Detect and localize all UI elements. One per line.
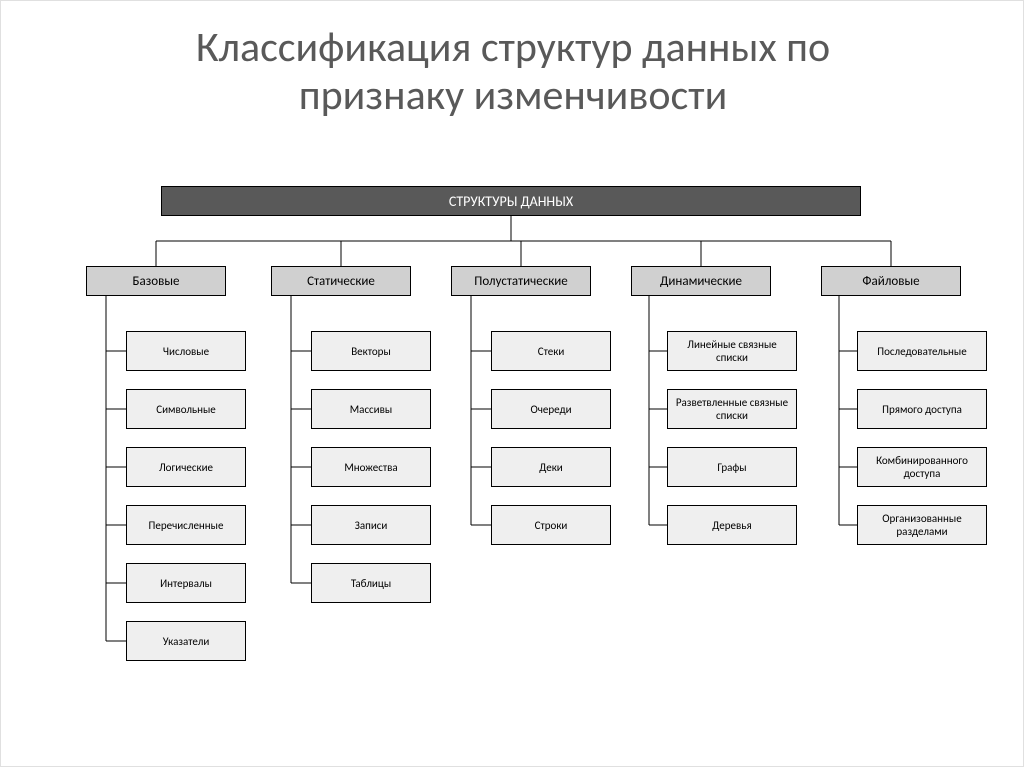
leaf-node: Деки	[491, 447, 611, 487]
leaf-node: Таблицы	[311, 563, 431, 603]
category-node: Файловые	[821, 266, 961, 296]
leaf-node: Строки	[491, 505, 611, 545]
category-node: Полустатические	[451, 266, 591, 296]
slide-title-line1: Классификация структур данных по	[1, 25, 1024, 71]
category-node: Базовые	[86, 266, 226, 296]
leaf-node: Интервалы	[126, 563, 246, 603]
category-node: Динамические	[631, 266, 771, 296]
leaf-node: Множества	[311, 447, 431, 487]
leaf-node: Организованные разделами	[857, 505, 987, 545]
leaf-node: Векторы	[311, 331, 431, 371]
leaf-node: Линейные связные списки	[667, 331, 797, 371]
leaf-node: Массивы	[311, 389, 431, 429]
leaf-node: Очереди	[491, 389, 611, 429]
leaf-node: Символьные	[126, 389, 246, 429]
leaf-node: Комбинированного доступа	[857, 447, 987, 487]
leaf-node: Последовательные	[857, 331, 987, 371]
leaf-node: Прямого доступа	[857, 389, 987, 429]
leaf-node: Стеки	[491, 331, 611, 371]
leaf-node: Логические	[126, 447, 246, 487]
root-node: СТРУКТУРЫ ДАННЫХ	[161, 186, 861, 216]
leaf-node: Перечисленные	[126, 505, 246, 545]
leaf-node: Записи	[311, 505, 431, 545]
leaf-node: Разветвленные связные списки	[667, 389, 797, 429]
category-node: Статические	[271, 266, 411, 296]
leaf-node: Указатели	[126, 621, 246, 661]
leaf-node: Графы	[667, 447, 797, 487]
slide-page: Классификация структур данных по признак…	[0, 0, 1024, 767]
leaf-node: Деревья	[667, 505, 797, 545]
slide-title-line2: признаку изменчивости	[1, 73, 1024, 119]
leaf-node: Числовые	[126, 331, 246, 371]
